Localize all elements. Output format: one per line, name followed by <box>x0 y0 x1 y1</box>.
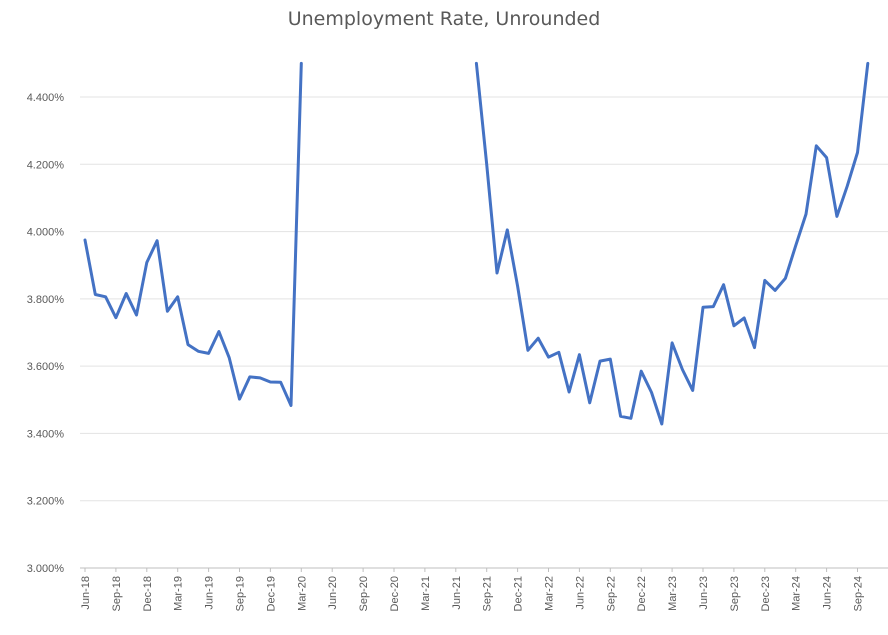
x-tick-label: Mar-21 <box>420 576 432 611</box>
x-tick-label: Dec-20 <box>389 576 401 611</box>
x-tick-label: Sep-18 <box>111 576 123 611</box>
x-tick-label: Sep-24 <box>853 576 865 611</box>
x-tick-label: Jun-24 <box>822 576 834 610</box>
x-tick-label: Jun-21 <box>451 576 463 610</box>
y-tick-label: 4.200% <box>27 159 65 171</box>
x-tick-label: Sep-20 <box>358 576 370 611</box>
x-tick-label: Sep-23 <box>729 576 741 611</box>
series-line <box>474 61 870 426</box>
x-axis <box>80 567 888 572</box>
x-tick-label: Mar-19 <box>173 576 185 611</box>
x-tick-label: Dec-23 <box>760 576 772 611</box>
chart-title: Unemployment Rate, Unrounded <box>287 8 601 30</box>
x-tick-label: Mar-22 <box>544 576 556 611</box>
x-tick-label: Mar-24 <box>791 576 803 611</box>
x-tick-label: Jun-22 <box>574 576 586 610</box>
y-tick-label: 3.400% <box>27 428 65 440</box>
y-tick-label: 3.000% <box>27 563 65 575</box>
gridlines <box>80 96 888 502</box>
y-axis-tick-labels: 3.000% 3.200% 3.400% 3.600% 3.800% 4.000% 4.20… <box>27 92 65 575</box>
x-tick-label: Jun-19 <box>204 576 216 610</box>
x-axis-tick-labels: Jun-18 Sep-18 Dec-18 Mar-19 Jun-19 Sep-19 Dec-… <box>80 576 865 611</box>
x-tick-label: Dec-21 <box>513 576 525 611</box>
y-tick-label: 3.600% <box>27 361 65 373</box>
x-tick-label: Jun-23 <box>698 576 710 610</box>
x-tick-label: Dec-18 <box>142 576 154 611</box>
y-tick-label: 3.200% <box>27 496 65 508</box>
x-tick-label: Jun-20 <box>327 576 339 610</box>
y-tick-label: 4.000% <box>27 227 65 239</box>
x-tick-label: Sep-21 <box>482 576 494 611</box>
series-layer <box>83 61 870 426</box>
x-tick-label: Dec-19 <box>265 576 277 611</box>
x-tick-label: Dec-22 <box>636 576 648 611</box>
x-tick-label: Sep-19 <box>235 576 247 611</box>
x-tick-label: Mar-23 <box>667 576 679 611</box>
x-tick-label: Sep-22 <box>605 576 617 611</box>
series-line <box>83 61 303 407</box>
y-tick-label: 4.400% <box>27 92 65 104</box>
x-tick-label: Mar-20 <box>296 576 308 611</box>
x-tick-label: Jun-18 <box>80 576 92 610</box>
y-tick-label: 3.800% <box>27 294 65 306</box>
